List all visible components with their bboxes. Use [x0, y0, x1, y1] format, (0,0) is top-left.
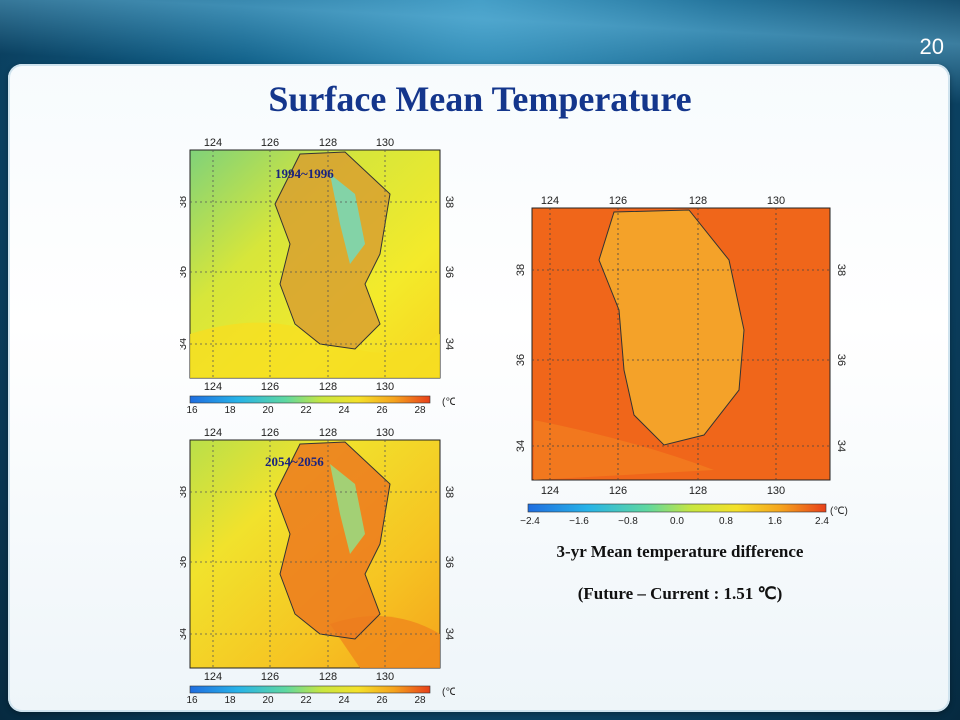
svg-text:(℃): (℃): [442, 687, 455, 698]
svg-text:0.8: 0.8: [719, 516, 733, 527]
svg-text:22: 22: [300, 695, 312, 706]
svg-text:128: 128: [319, 381, 337, 393]
svg-text:(℃): (℃): [442, 397, 455, 408]
svg-text:28: 28: [414, 695, 426, 706]
svg-text:36: 36: [443, 266, 455, 278]
svg-text:0.0: 0.0: [670, 516, 684, 527]
map-future: 2054~2056 124 126 128 130 124 126 128 13…: [180, 424, 455, 709]
svg-text:34: 34: [835, 440, 847, 452]
svg-text:20: 20: [262, 695, 274, 706]
svg-text:22: 22: [300, 405, 312, 414]
svg-text:18: 18: [224, 405, 236, 414]
svg-text:126: 126: [261, 671, 279, 683]
svg-text:34: 34: [443, 338, 455, 350]
svg-text:36: 36: [515, 354, 527, 366]
caption-line-1: 3-yr Mean temperature difference: [556, 542, 804, 561]
svg-text:38: 38: [515, 264, 527, 276]
svg-text:130: 130: [376, 427, 394, 439]
svg-text:−2.4: −2.4: [520, 516, 540, 527]
colorbar: [527, 503, 827, 513]
svg-text:126: 126: [261, 381, 279, 393]
map-difference: 124 126 128 130 124 126 128 130 38 36 34…: [514, 190, 849, 530]
svg-text:34: 34: [180, 628, 189, 640]
svg-text:26: 26: [376, 695, 388, 706]
svg-text:124: 124: [204, 671, 222, 683]
svg-text:124: 124: [204, 137, 222, 149]
svg-text:130: 130: [376, 671, 394, 683]
svg-text:34: 34: [180, 338, 189, 350]
svg-text:(℃): (℃): [830, 506, 848, 517]
svg-text:38: 38: [180, 196, 189, 208]
svg-text:128: 128: [689, 485, 707, 497]
svg-text:128: 128: [319, 137, 337, 149]
svg-text:20: 20: [262, 405, 274, 414]
svg-text:34: 34: [443, 628, 455, 640]
svg-text:126: 126: [609, 195, 627, 207]
page-number: 20: [919, 34, 944, 59]
svg-text:38: 38: [180, 486, 189, 498]
svg-text:124: 124: [204, 427, 222, 439]
svg-text:28: 28: [414, 405, 426, 414]
svg-text:128: 128: [319, 427, 337, 439]
korea-peninsula: [275, 442, 390, 639]
svg-text:24: 24: [338, 695, 350, 706]
svg-text:128: 128: [689, 195, 707, 207]
korea-peninsula: [275, 152, 390, 349]
period-label: 2054~2056: [265, 454, 324, 469]
svg-text:36: 36: [835, 354, 847, 366]
caption-line-2: (Future – Current : 1.51 ℃): [577, 584, 783, 603]
svg-text:24: 24: [338, 405, 350, 414]
svg-text:130: 130: [767, 195, 785, 207]
svg-text:38: 38: [835, 264, 847, 276]
svg-text:130: 130: [767, 485, 785, 497]
svg-text:130: 130: [376, 137, 394, 149]
svg-text:−1.6: −1.6: [569, 516, 589, 527]
svg-text:126: 126: [261, 137, 279, 149]
svg-text:1.6: 1.6: [768, 516, 782, 527]
map-current: 1994~1996 124 126 128 130 124 126 128 13…: [180, 134, 455, 414]
svg-text:16: 16: [186, 405, 198, 414]
svg-text:130: 130: [376, 381, 394, 393]
period-label: 1994~1996: [275, 166, 334, 181]
svg-text:34: 34: [515, 440, 527, 452]
svg-text:2.4: 2.4: [815, 516, 829, 527]
svg-text:126: 126: [261, 427, 279, 439]
svg-text:26: 26: [376, 405, 388, 414]
korea-peninsula: [599, 210, 744, 445]
svg-text:38: 38: [443, 486, 455, 498]
colorbar: [189, 395, 431, 404]
svg-text:124: 124: [541, 485, 559, 497]
svg-text:36: 36: [180, 556, 189, 568]
svg-text:124: 124: [204, 381, 222, 393]
svg-text:38: 38: [443, 196, 455, 208]
svg-text:126: 126: [609, 485, 627, 497]
svg-text:128: 128: [319, 671, 337, 683]
svg-text:−0.8: −0.8: [618, 516, 638, 527]
svg-text:18: 18: [224, 695, 236, 706]
svg-text:36: 36: [443, 556, 455, 568]
svg-text:124: 124: [541, 195, 559, 207]
slide-title: Surface Mean Temperature: [268, 79, 692, 119]
colorbar: [189, 685, 431, 694]
svg-text:36: 36: [180, 266, 189, 278]
svg-text:16: 16: [186, 695, 198, 706]
